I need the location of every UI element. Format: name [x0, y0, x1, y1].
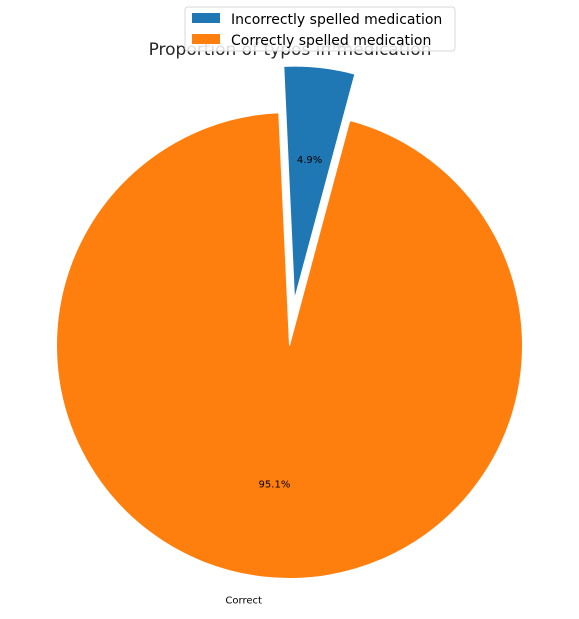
legend-label-typos: Incorrectly spelled medication	[231, 12, 442, 28]
pie-slice-typos	[283, 65, 356, 300]
legend-box	[184, 6, 456, 52]
percent-label-typos: 4.9%	[297, 155, 322, 166]
pie-slice-correct	[56, 112, 523, 579]
legend-swatch-correct	[192, 34, 220, 44]
slice-label-correct: Correct	[225, 595, 262, 606]
legend-label-correct: Correctly spelled medication	[231, 33, 431, 49]
legend: Incorrectly spelled medication Correctly…	[184, 6, 456, 52]
slices-layer	[56, 65, 523, 579]
percent-label-correct: 95.1%	[259, 479, 291, 490]
legend-swatch-typos	[192, 13, 220, 23]
